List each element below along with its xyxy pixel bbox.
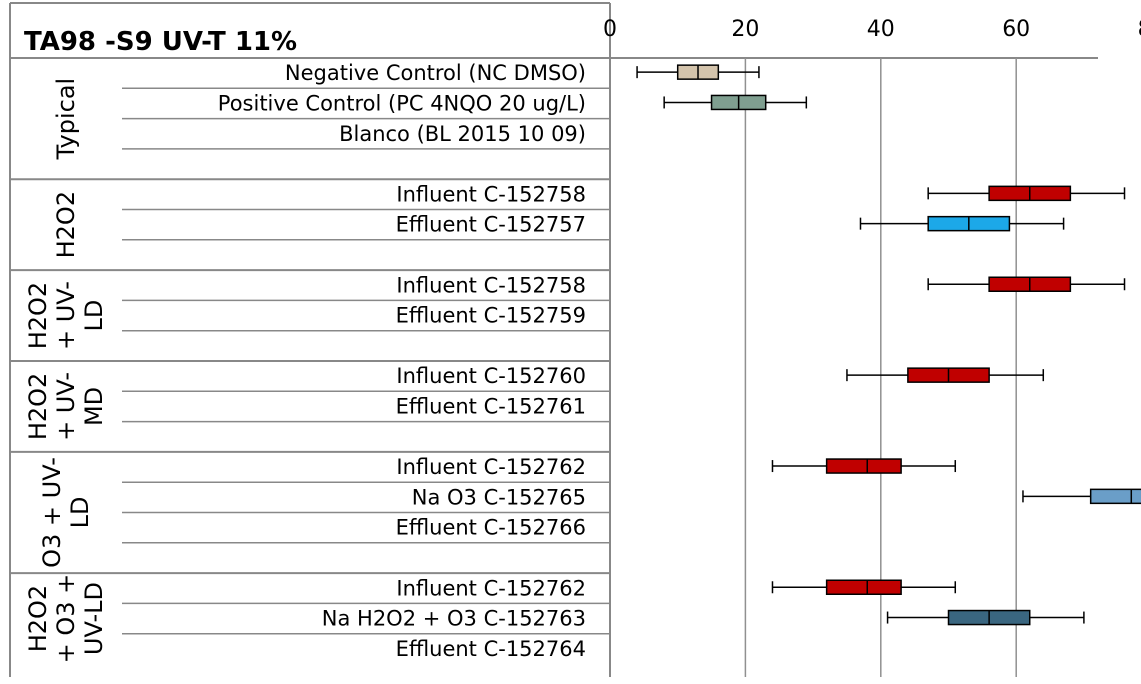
group-label-line: O3 + UV-: [38, 457, 66, 568]
row-labels: Negative Control (NC DMSO) Positive Contr…: [218, 61, 586, 661]
box-plot-mark: [1022, 488, 1141, 505]
box-plot-mark: [859, 215, 1065, 232]
box-plot-mark: [771, 458, 957, 474]
group-label-line: H2O2: [52, 191, 80, 258]
x-tick-label: 20: [731, 17, 759, 42]
iqr-box: [825, 579, 902, 595]
group-label-line: LD: [80, 300, 108, 332]
chart-frame: [9, 2, 1098, 677]
row-lines: [10, 87, 610, 635]
box-plot-mark: [636, 64, 760, 80]
group-label-line: + O3 +: [52, 574, 80, 664]
box-plot-mark: [846, 367, 1045, 383]
group-label: Typical: [52, 78, 80, 161]
group-label: H2O2 + UV- MD: [24, 372, 108, 441]
box-marks: [636, 64, 1141, 626]
group-label-line: Typical: [52, 78, 80, 161]
row-label: Negative Control (NC DMSO): [285, 61, 586, 85]
box-plot-mark: [886, 609, 1085, 626]
x-tick-labels: 020406080100120140: [603, 17, 1141, 42]
box-plot-mark: [771, 579, 957, 595]
group-label-line: + UV-: [52, 372, 80, 441]
row-label: Effluent C-152766: [396, 516, 586, 540]
row-label: Na O3 C-152765: [412, 485, 586, 509]
x-tick-label: 80: [1138, 17, 1141, 42]
group-label-line: H2O2: [24, 373, 52, 440]
row-label: Na H2O2 + O3 C-152763: [322, 607, 586, 631]
x-tick-label: 40: [867, 17, 895, 42]
box-plot-mark: [927, 276, 1126, 292]
grid-lines: [744, 58, 1017, 677]
iqr-box: [1089, 488, 1141, 505]
row-label: Influent C-152758: [396, 182, 586, 206]
row-label: Influent C-152762: [396, 576, 586, 600]
row-label: Effluent C-152764: [396, 637, 586, 661]
group-label-line: MD: [80, 387, 108, 426]
row-label: Influent C-152762: [396, 455, 586, 479]
chart-title: TA98 -S9 UV-T 11%: [24, 27, 297, 57]
row-label: Influent C-152760: [396, 364, 586, 388]
row-label: Effluent C-152761: [396, 394, 586, 418]
group-label: H2O2 + O3 + UV-LD: [24, 574, 108, 664]
x-tick-label: 0: [603, 17, 617, 42]
row-label: Influent C-152758: [396, 273, 586, 297]
group-label-line: + UV-: [52, 281, 80, 350]
row-label: Effluent C-152759: [396, 304, 586, 328]
row-label: Positive Control (PC 4NQO 20 ug/L): [218, 91, 586, 115]
group-label-line: LD: [66, 497, 94, 529]
box-plot-mark: [927, 185, 1126, 202]
row-label: Blanco (BL 2015 10 09): [339, 122, 586, 146]
x-tick-label: 60: [1002, 17, 1030, 42]
row-label: Effluent C-152757: [396, 213, 586, 237]
iqr-box: [825, 458, 902, 474]
group-label: H2O2: [52, 191, 80, 258]
group-label-line: UV-LD: [80, 582, 108, 655]
group-label-line: H2O2: [24, 585, 52, 652]
group-label-line: H2O2: [24, 282, 52, 349]
box-plot-mark: [663, 94, 808, 111]
group-label: O3 + UV- LD: [38, 457, 94, 568]
group-label: H2O2 + UV- LD: [24, 281, 108, 350]
